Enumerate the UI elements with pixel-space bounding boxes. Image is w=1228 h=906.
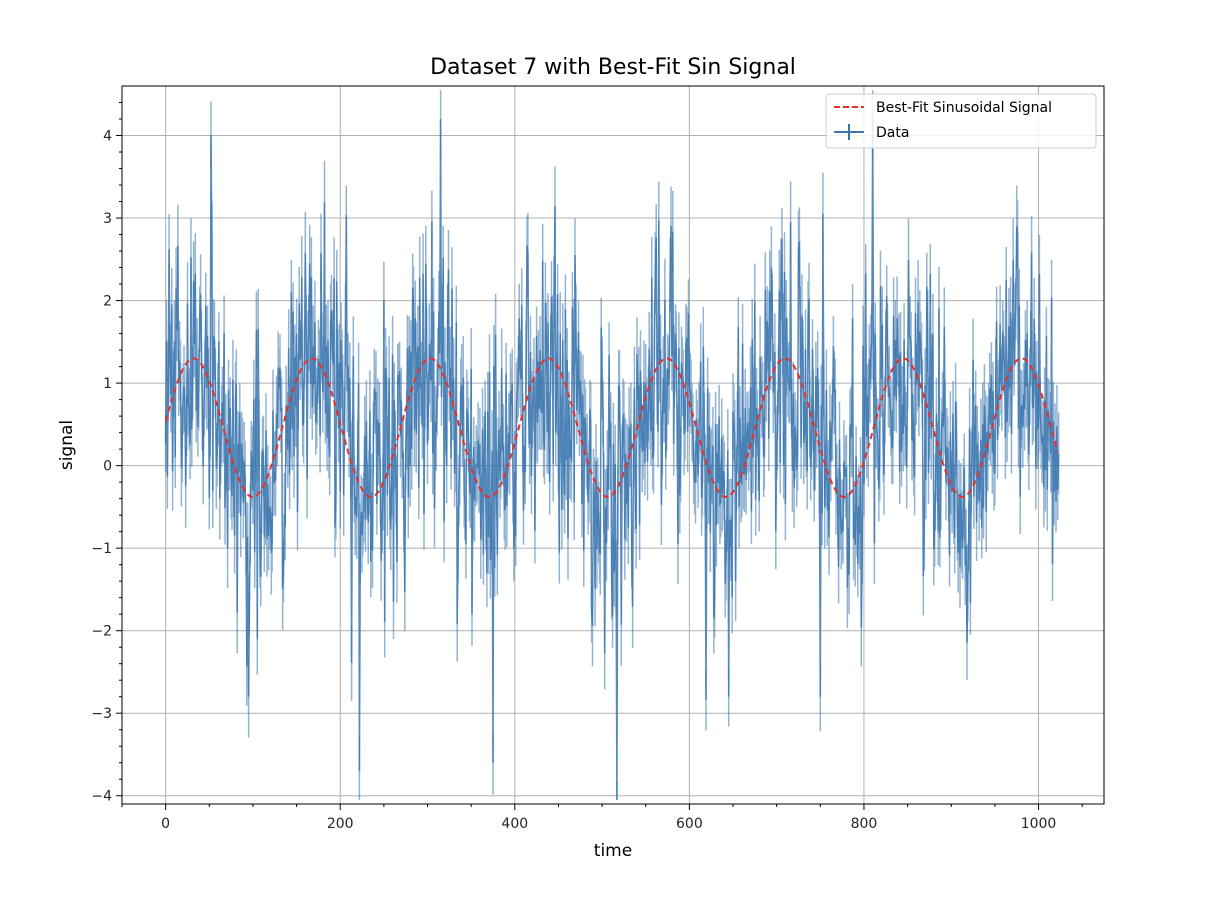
legend-data-label: Data (876, 125, 909, 141)
data-series-line (164, 118, 1060, 800)
y-tick-label: −1 (91, 541, 112, 557)
x-tick-label: 1000 (1021, 816, 1057, 832)
y-tick-label: −3 (91, 706, 112, 722)
chart-title: Dataset 7 with Best-Fit Sin Signal (430, 55, 796, 80)
legend-fit-label: Best-Fit Sinusoidal Signal (876, 100, 1052, 116)
y-tick-label: −4 (91, 789, 112, 805)
axis-ticks: 0 200 400 600 800 1000 −4 −3 −2 −1 0 1 2 3 4 (91, 102, 1083, 832)
x-axis-title: time (594, 841, 632, 861)
y-tick-label: 3 (103, 211, 112, 227)
y-tick-label: 1 (103, 376, 112, 392)
data-series-group (164, 90, 1060, 800)
y-tick-label: 4 (103, 129, 112, 145)
x-tick-label: 0 (161, 816, 170, 832)
legend-box (825, 93, 1097, 149)
plot-frame (121, 85, 1105, 805)
y-axis-title: signal (57, 420, 77, 470)
x-tick-label: 800 (851, 816, 878, 832)
y-tick-label: −2 (91, 624, 112, 640)
fit-series-line (164, 357, 1059, 499)
x-tick-label: 200 (327, 816, 354, 832)
y-tick-label: 0 (103, 459, 112, 475)
y-tick-label: 2 (103, 294, 112, 310)
legend: Best-Fit Sinusoidal Signal Data (825, 93, 1097, 149)
x-tick-label: 400 (501, 816, 528, 832)
fit-series-group (164, 357, 1059, 499)
x-tick-label: 600 (676, 816, 703, 832)
